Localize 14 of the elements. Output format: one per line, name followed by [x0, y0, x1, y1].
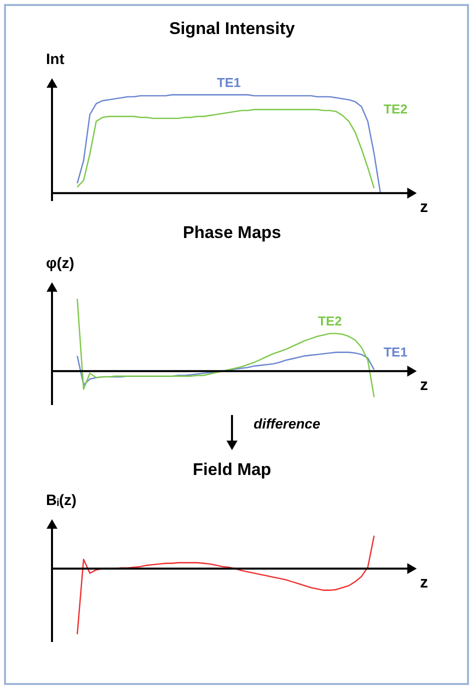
y-axis-title: Int	[46, 51, 64, 68]
y-axis-title: φ(z)	[46, 255, 74, 272]
series-label: TE1	[384, 344, 408, 360]
text: difference	[254, 416, 320, 432]
y-axis-title: Bᵢ(z)	[46, 492, 76, 509]
series-label: TE1	[216, 74, 241, 90]
x-axis-title: z	[420, 377, 428, 394]
x-axis-title: z	[420, 574, 428, 592]
text: TE2	[384, 102, 408, 117]
chart-title: Phase Maps	[182, 223, 282, 242]
chart-title: Signal Intensity	[169, 19, 296, 38]
x-axis-title: z	[420, 199, 428, 216]
series-label: TE2	[318, 314, 342, 329]
chart-title: Field Map	[192, 460, 272, 479]
